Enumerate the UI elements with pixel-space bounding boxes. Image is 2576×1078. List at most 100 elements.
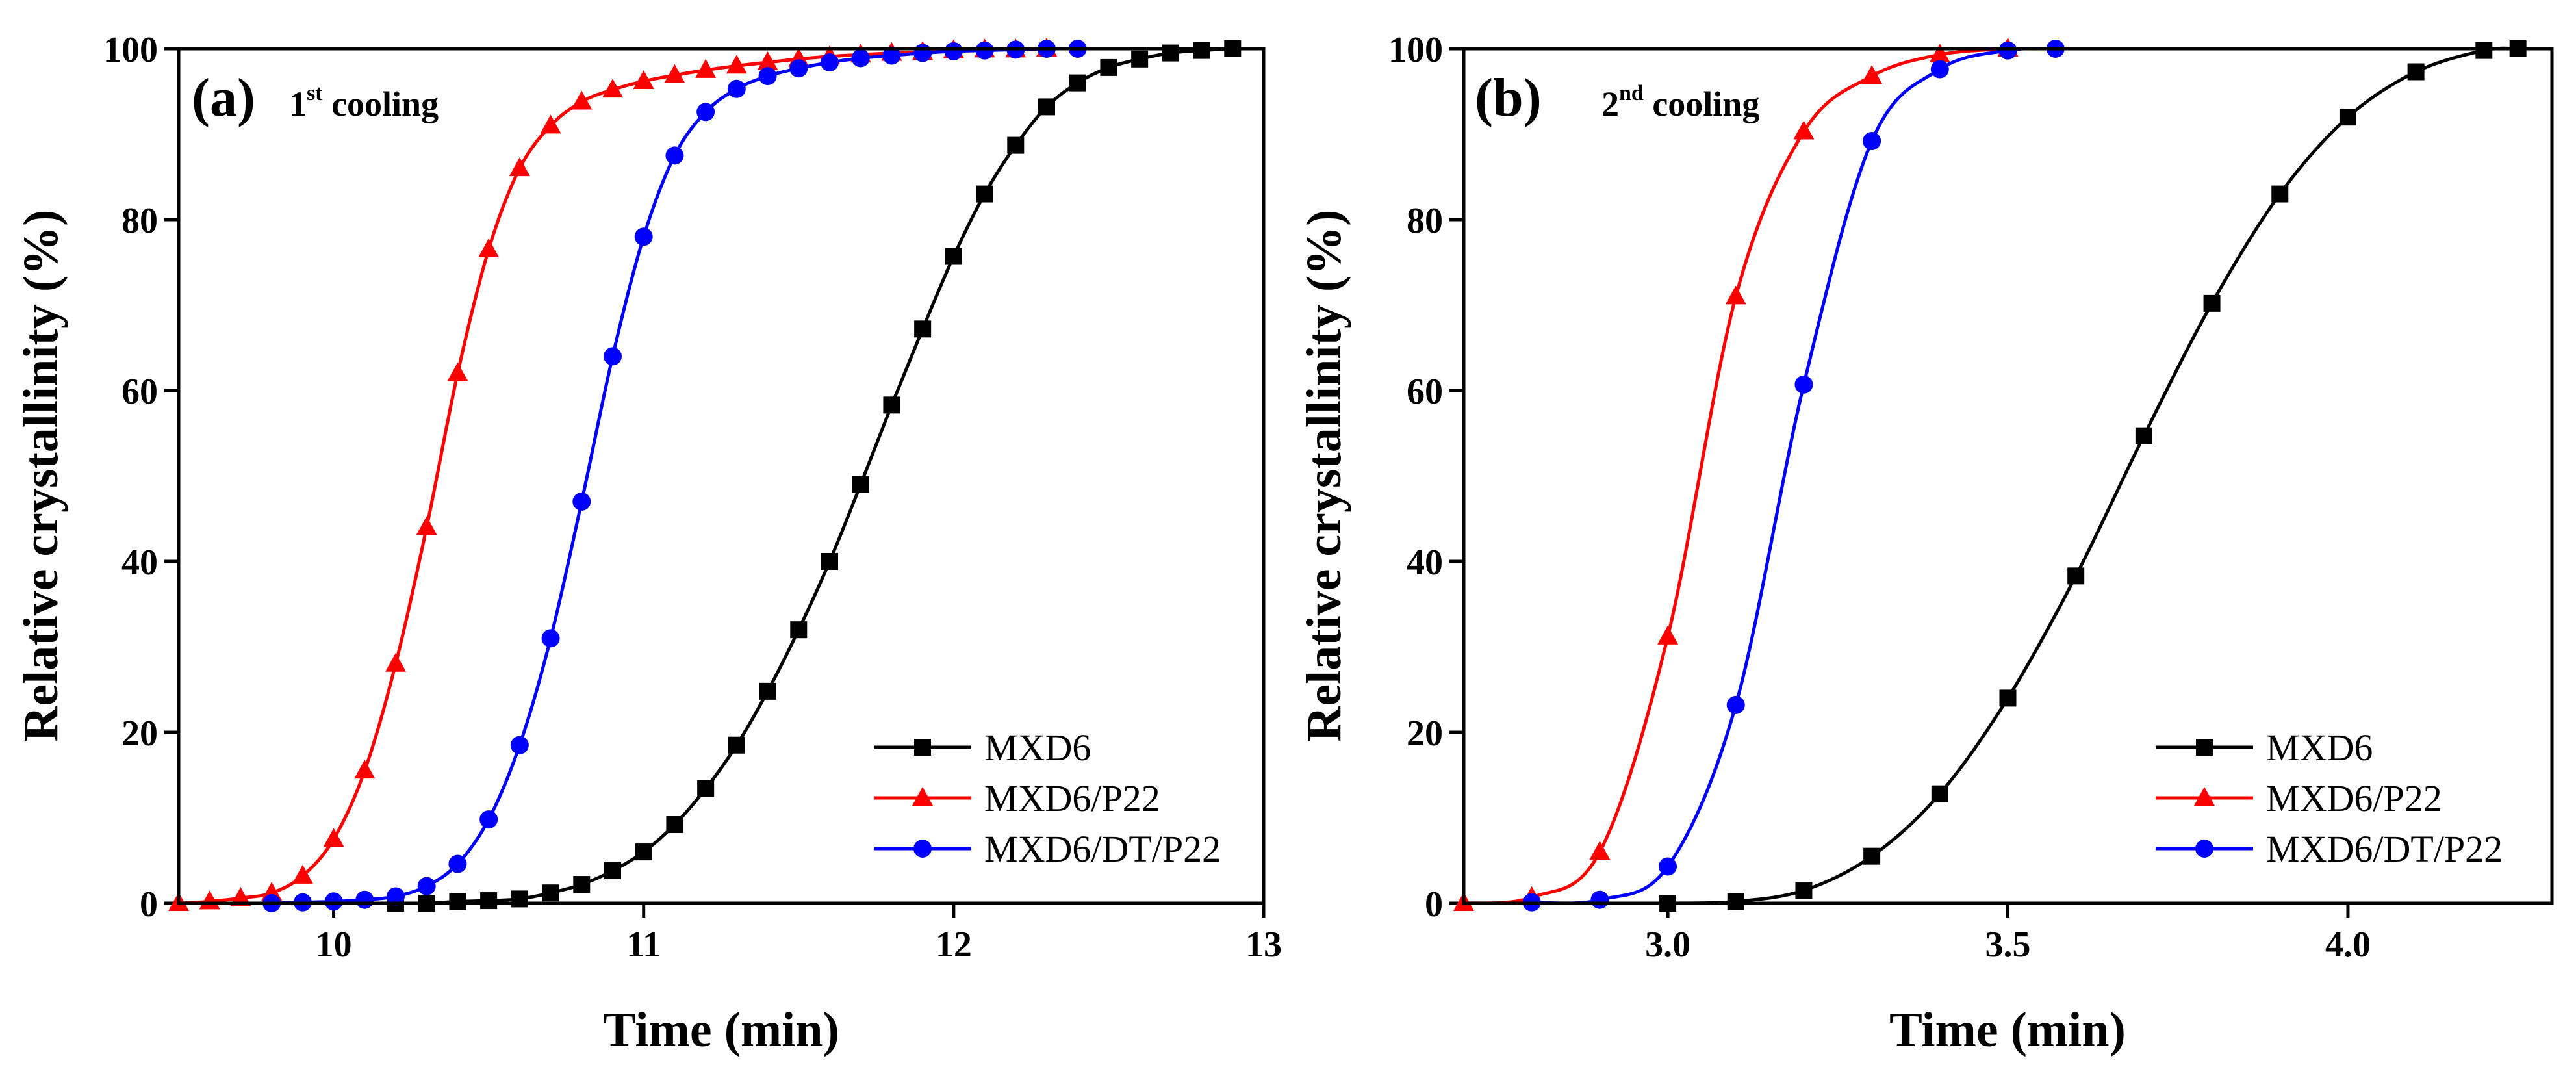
data-point-mxd6-dt-p22 — [727, 79, 746, 98]
data-point-mxd6 — [2475, 42, 2493, 59]
data-point-mxd6-dt-p22 — [882, 46, 901, 65]
series-line-mxd6-p22-b — [1464, 47, 2008, 903]
legend-marker-mxd6-dt-p22 — [2195, 840, 2213, 858]
data-point-mxd6-p22 — [1861, 65, 1883, 84]
data-point-mxd6 — [1193, 42, 1210, 59]
data-point-mxd6 — [976, 185, 993, 203]
data-point-mxd6-p22 — [633, 70, 654, 89]
data-point-mxd6-dt-p22 — [604, 347, 622, 366]
data-point-mxd6 — [635, 843, 652, 861]
data-point-mxd6-p22 — [385, 652, 406, 672]
data-point-mxd6-dt-p22 — [572, 492, 591, 511]
data-point-mxd6-dt-p22 — [1590, 890, 1609, 909]
legend-marker-mxd6-p22 — [912, 787, 933, 806]
y-tick-label-b: 40 — [1407, 543, 1443, 583]
data-point-mxd6 — [1863, 847, 1881, 865]
data-point-mxd6-p22 — [1793, 120, 1815, 140]
legend-label-mxd6-dt-p22: MXD6/DT/P22 — [2266, 828, 2503, 870]
x-tick-label-b: 4.0 — [2325, 925, 2371, 965]
data-point-mxd6 — [1727, 893, 1744, 910]
legend-label-mxd6: MXD6 — [2266, 726, 2373, 769]
data-point-mxd6-dt-p22 — [324, 892, 343, 911]
data-point-mxd6-p22 — [664, 64, 685, 83]
data-point-mxd6-p22 — [1657, 625, 1679, 645]
data-point-mxd6-dt-p22 — [789, 59, 808, 78]
data-point-mxd6 — [697, 780, 715, 797]
data-point-mxd6-dt-p22 — [944, 42, 963, 60]
data-point-mxd6-p22 — [230, 887, 251, 906]
data-point-mxd6-p22 — [292, 864, 313, 884]
data-point-mxd6-dt-p22 — [355, 890, 374, 909]
data-point-mxd6-dt-p22 — [541, 629, 560, 648]
data-point-mxd6-dt-p22 — [448, 854, 467, 873]
data-point-mxd6 — [2135, 427, 2152, 444]
y-axis-title-b: Relative crystallinity (%) — [1297, 210, 1351, 742]
data-point-mxd6-p22 — [447, 362, 468, 381]
series-line-mxd6-b — [1667, 46, 2518, 903]
x-axis-title-a: Time (min) — [603, 1003, 839, 1057]
data-point-mxd6 — [821, 553, 838, 570]
data-point-mxd6 — [604, 862, 621, 880]
data-point-mxd6 — [1038, 98, 1055, 116]
data-point-mxd6-dt-p22 — [1794, 375, 1813, 394]
y-tick-label-b: 0 — [1425, 884, 1443, 925]
data-point-mxd6-dt-p22 — [1930, 60, 1949, 79]
panel-title-b: 2nd cooling — [1601, 81, 1759, 123]
data-point-mxd6 — [1162, 44, 1179, 62]
chart-panel-b: 3.0 3.5 4.0 0 20 40 60 80 100 (b) 2nd cooling Ti… — [1297, 30, 2554, 1057]
chart-panel-a: 10 11 12 13 0 20 40 60 80 100 (a) 1st cooling Tim… — [14, 30, 1282, 1057]
y-tick-label-b: 100 — [1388, 30, 1443, 70]
data-point-mxd6-dt-p22 — [696, 103, 715, 122]
x-tick-label-a: 11 — [626, 925, 661, 965]
legend-label-mxd6-p22: MXD6/P22 — [984, 777, 1160, 819]
y-tick-label-b: 20 — [1407, 713, 1443, 754]
data-point-mxd6 — [2407, 63, 2425, 81]
data-point-mxd6-p22 — [602, 79, 623, 98]
series-markers-mxd6-dt-p22-a — [262, 40, 1087, 912]
series-markers-mxd6-a — [387, 40, 1242, 912]
data-point-mxd6-p22 — [416, 516, 437, 535]
x-tick-label-a: 12 — [936, 925, 972, 965]
data-point-mxd6-p22 — [1929, 44, 1950, 63]
data-point-mxd6 — [542, 884, 559, 902]
data-point-mxd6-dt-p22 — [634, 227, 653, 246]
data-point-mxd6-dt-p22 — [1998, 41, 2017, 60]
legend-a: MXD6 MXD6/P22 MXD6/DT/P22 — [874, 726, 1221, 870]
x-tick-label-a: 10 — [316, 925, 352, 965]
data-point-mxd6 — [573, 876, 591, 893]
data-point-mxd6 — [945, 248, 962, 265]
data-point-mxd6 — [449, 893, 466, 910]
data-point-mxd6 — [883, 396, 900, 414]
data-point-mxd6-p22 — [354, 760, 376, 779]
data-point-mxd6-dt-p22 — [913, 44, 932, 62]
data-point-mxd6 — [1999, 689, 2017, 707]
legend-label-mxd6-dt-p22: MXD6/DT/P22 — [984, 828, 1221, 870]
data-point-mxd6-p22 — [540, 114, 561, 134]
data-point-mxd6 — [1131, 50, 1149, 68]
data-point-mxd6 — [1931, 785, 1948, 802]
data-point-mxd6 — [1795, 882, 1813, 899]
data-point-mxd6-dt-p22 — [479, 810, 498, 829]
data-point-mxd6 — [852, 476, 869, 493]
data-point-mxd6-p22 — [726, 55, 747, 74]
legend-label-mxd6-p22: MXD6/P22 — [2266, 777, 2442, 819]
legend-b: MXD6 MXD6/P22 MXD6/DT/P22 — [2156, 726, 2503, 870]
panel-label-b: (b) — [1475, 68, 1542, 128]
plot-frame-b — [1462, 47, 2554, 905]
data-point-mxd6-p22 — [695, 58, 717, 78]
data-point-mxd6-p22 — [478, 238, 500, 258]
data-point-mxd6-p22 — [509, 157, 530, 177]
legend-marker-mxd6 — [2196, 739, 2213, 756]
data-point-mxd6 — [1069, 74, 1086, 92]
data-point-mxd6-dt-p22 — [975, 41, 994, 60]
legend-marker-mxd6 — [914, 739, 931, 756]
data-point-mxd6-dt-p22 — [1659, 857, 1677, 876]
data-point-mxd6 — [2271, 185, 2289, 203]
legend-marker-mxd6-dt-p22 — [913, 840, 932, 858]
x-axis-title-b: Time (min) — [1889, 1003, 2126, 1057]
data-point-mxd6 — [511, 890, 528, 908]
data-point-mxd6-dt-p22 — [758, 67, 777, 86]
y-tick-label-b: 60 — [1407, 372, 1443, 412]
data-point-mxd6-dt-p22 — [851, 49, 870, 68]
